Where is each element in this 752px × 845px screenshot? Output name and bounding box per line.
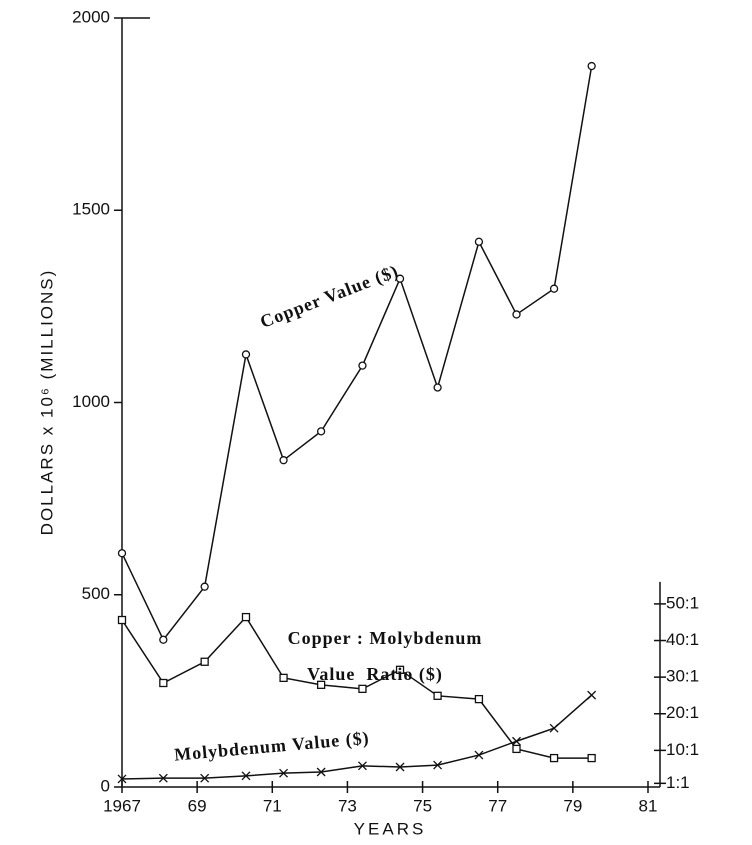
- marker-circle: [549, 284, 559, 293]
- y-tick-label: 0: [101, 776, 110, 795]
- x-tick-label: 77: [488, 796, 507, 815]
- marker-x: [316, 767, 326, 777]
- marker-circle: [241, 350, 251, 359]
- series-line: [121, 65, 593, 642]
- marker-x: [395, 762, 405, 772]
- marker-x: [279, 768, 289, 778]
- marker-square: [474, 694, 484, 704]
- marker-circle: [316, 427, 326, 436]
- marker-x: [158, 773, 168, 783]
- marker-x: [549, 723, 559, 733]
- marker-square: [316, 680, 326, 689]
- annotation: Molybdenum Value ($): [173, 728, 370, 766]
- marker-square: [433, 691, 442, 700]
- marker-square: [241, 612, 251, 622]
- annotation: Copper Value ($): [257, 261, 401, 333]
- annotation: Copper : Molybdenum: [288, 628, 483, 648]
- marker-x: [357, 761, 367, 771]
- y-axis-label: DOLLARS x 10⁶ (MILLIONS): [37, 269, 56, 536]
- marker-circle: [587, 61, 596, 71]
- x-tick-label: 73: [338, 796, 357, 815]
- x-tick-label: 71: [263, 796, 282, 815]
- y2-tick-label: 30:1: [666, 667, 699, 686]
- y-tick-label: 500: [82, 584, 110, 603]
- marker-circle: [279, 456, 288, 465]
- marker-square: [512, 744, 521, 754]
- marker-circle: [159, 635, 168, 644]
- y2-tick-label: 50:1: [666, 593, 699, 612]
- marker-x: [241, 771, 251, 781]
- y2-tick-label: 10:1: [666, 740, 699, 759]
- x-tick-label: 75: [413, 796, 432, 815]
- y-tick-label: 1500: [72, 200, 110, 219]
- x-tick-label: 1967: [103, 796, 141, 815]
- y-tick-label: 1000: [72, 392, 110, 411]
- y2-tick-label: 40:1: [666, 630, 699, 649]
- marker-circle: [512, 310, 521, 319]
- marker-x: [200, 773, 210, 783]
- y2-tick-label: 1:1: [666, 773, 690, 792]
- marker-circle: [358, 361, 367, 370]
- annotation: Value Ratio ($): [307, 664, 443, 685]
- marker-square: [395, 665, 405, 674]
- y-tick-label: 2000: [72, 7, 110, 26]
- marker-circle: [433, 383, 442, 392]
- marker-square: [358, 684, 367, 694]
- marker-circle: [474, 237, 484, 246]
- x-tick-label: 69: [188, 796, 207, 815]
- marker-square: [200, 657, 209, 666]
- marker-square: [159, 678, 168, 688]
- marker-x: [587, 690, 597, 700]
- marker-circle: [117, 549, 127, 558]
- marker-x: [512, 736, 521, 746]
- marker-square: [549, 753, 559, 763]
- x-tick-label: 81: [639, 796, 658, 815]
- marker-square: [279, 673, 288, 683]
- y2-tick-label: 20:1: [666, 703, 699, 722]
- marker-square: [587, 753, 596, 763]
- marker-x: [474, 750, 484, 760]
- marker-circle: [200, 582, 209, 591]
- x-axis-label: YEARS: [354, 819, 427, 838]
- marker-x: [433, 760, 443, 770]
- marker-circle: [395, 274, 405, 283]
- marker-x: [117, 774, 127, 784]
- marker-square: [117, 615, 127, 625]
- x-tick-label: 79: [563, 796, 582, 815]
